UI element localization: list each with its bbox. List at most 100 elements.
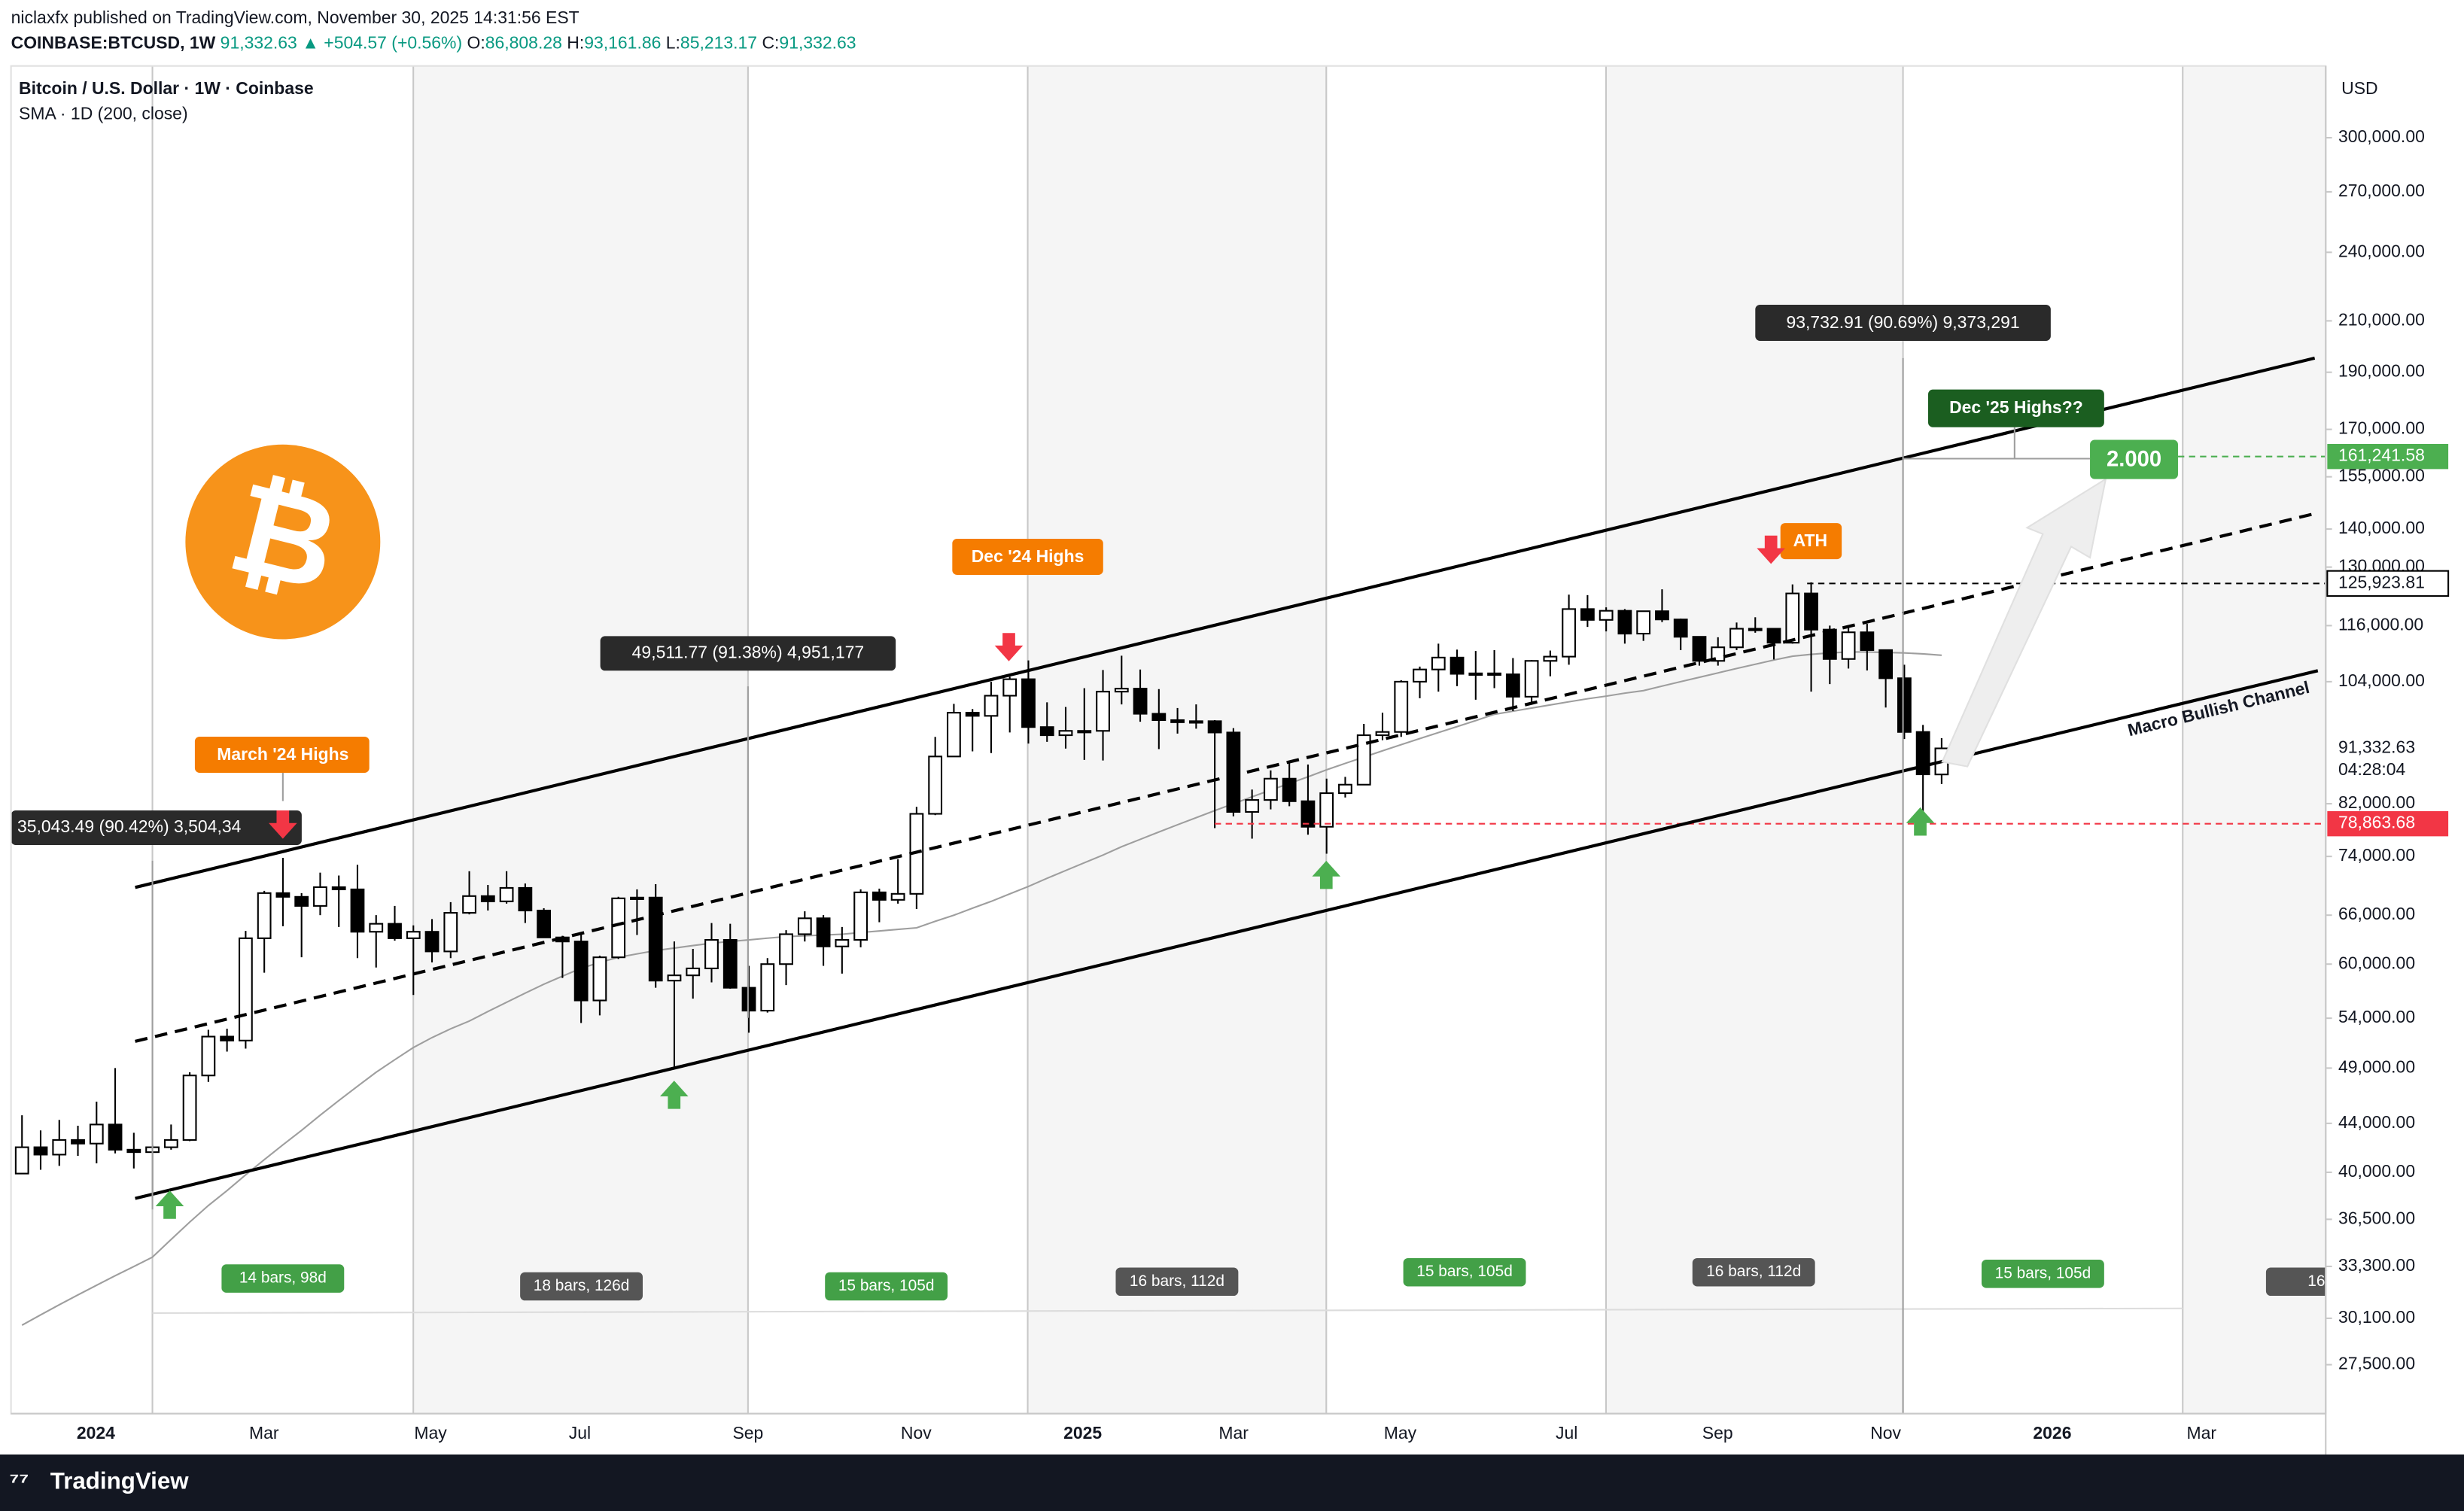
range-label: 18 bars, 126d — [534, 1277, 630, 1294]
candle-body — [928, 756, 943, 815]
candle-body — [1562, 608, 1577, 658]
candle-body — [722, 938, 738, 989]
h-value: 93,161.86 — [584, 33, 661, 53]
candle-body — [294, 895, 309, 907]
y-tick-label: 27,500.00 — [2338, 1354, 2415, 1373]
candle-body — [1394, 680, 1409, 733]
candle-body — [890, 892, 905, 901]
candle-body — [1096, 691, 1110, 732]
band — [413, 65, 748, 1414]
currency: USD — [2341, 78, 2377, 98]
down-arrows — [269, 535, 1785, 839]
y-tick-label: 240,000.00 — [2338, 241, 2425, 260]
range-box — [2265, 1267, 2326, 1297]
candle-body — [1114, 688, 1129, 693]
x-tick-label: Jul — [569, 1423, 591, 1443]
c-label: C: — [762, 33, 779, 53]
y-tick-label: 54,000.00 — [2338, 1007, 2415, 1026]
x-tick-label: 2025 — [1063, 1423, 1102, 1443]
y-tick-label: 190,000.00 — [2338, 361, 2425, 381]
candle-body — [388, 923, 402, 939]
projection-arrow — [1941, 477, 2107, 768]
sma-line — [21, 651, 1942, 1326]
candle-body — [462, 895, 476, 914]
candle-body — [1822, 628, 1837, 660]
candle-body — [1766, 628, 1781, 644]
candle-body — [1804, 592, 1818, 631]
candle-body — [1617, 610, 1632, 635]
measure-box — [600, 636, 896, 671]
candle-body — [741, 987, 756, 1012]
x-tick-label: Nov — [1870, 1423, 1901, 1443]
candle-body — [14, 1146, 29, 1175]
candle-body — [1319, 792, 1334, 828]
chart-title: Bitcoin / U.S. Dollar · 1W · Coinbase — [19, 78, 314, 98]
range-label: 15 bars, 105d — [1995, 1264, 2091, 1281]
annotation: March '24 Highs — [217, 744, 348, 764]
label-box — [194, 736, 370, 773]
candle-body — [1524, 660, 1539, 698]
candle-body — [201, 1035, 216, 1077]
range-box — [520, 1272, 643, 1301]
o-value: 86,808.28 — [485, 33, 562, 53]
candle-body — [1897, 677, 1912, 733]
y-tick-label: 210,000.00 — [2338, 309, 2425, 329]
candle-body — [779, 933, 793, 965]
candle-body — [872, 891, 887, 901]
y-tick-label: 66,000.00 — [2338, 904, 2415, 923]
range-label: 16 ba — [2307, 1272, 2347, 1290]
annotation: Dec '24 Highs — [972, 546, 1084, 566]
range-box — [221, 1264, 345, 1293]
price: 91,332.63 — [221, 33, 297, 53]
candle-body — [1226, 731, 1241, 813]
candle-body — [406, 931, 421, 939]
candle-body — [126, 1148, 141, 1154]
candle-body — [592, 956, 607, 1002]
candle-body — [797, 917, 812, 935]
y-tick-label: 270,000.00 — [2338, 181, 2425, 200]
c-value: 91,332.63 — [779, 33, 856, 53]
target-box — [2090, 439, 2178, 479]
candle-body — [1915, 731, 1930, 776]
y-tick-label: 40,000.00 — [2338, 1161, 2415, 1181]
candle-body — [1207, 720, 1222, 734]
measure-box — [11, 810, 302, 845]
candle-body — [1021, 678, 1036, 728]
candle-body — [984, 695, 999, 717]
last-price-box — [2327, 734, 2449, 782]
x-tick-label: May — [414, 1423, 447, 1443]
candle-body — [611, 897, 626, 959]
candle-body — [965, 712, 980, 717]
candle-body — [1170, 719, 1185, 723]
price-label-box — [2327, 810, 2449, 837]
candle-body — [1878, 649, 1894, 679]
candle-body — [1636, 610, 1651, 635]
y-tick-label: 33,300.00 — [2338, 1255, 2415, 1275]
candle-body — [71, 1139, 85, 1145]
candle-body — [443, 912, 458, 953]
y-tick-label: 49,000.00 — [2338, 1056, 2415, 1076]
y-tick-label: 104,000.00 — [2338, 670, 2425, 690]
candle-body — [1338, 783, 1352, 795]
band — [1605, 65, 1903, 1414]
plot: ₿ Macro Bullish Channel 35,043.49 (90.42… — [11, 65, 2347, 1414]
candle-body — [499, 886, 514, 902]
range-label: 16 bars, 112d — [1706, 1263, 1801, 1280]
published: niclaxfx published on TradingView.com, N… — [11, 8, 579, 27]
brand: TradingView — [50, 1468, 189, 1494]
candle-body — [33, 1146, 48, 1156]
marks — [14, 455, 2326, 1326]
x-tick-label: Jul — [1556, 1423, 1577, 1443]
range-label: 15 bars, 105d — [838, 1277, 935, 1294]
candle-body — [239, 937, 253, 1041]
footer — [0, 1454, 2464, 1511]
price-label: 161,241.58 — [2338, 445, 2425, 465]
candle-body — [331, 886, 346, 890]
x-tick-label: Mar — [1218, 1423, 1249, 1443]
candle-body — [760, 963, 775, 1012]
candle-body — [1487, 672, 1501, 676]
candle-body — [537, 909, 552, 938]
candle-body — [1058, 730, 1073, 737]
